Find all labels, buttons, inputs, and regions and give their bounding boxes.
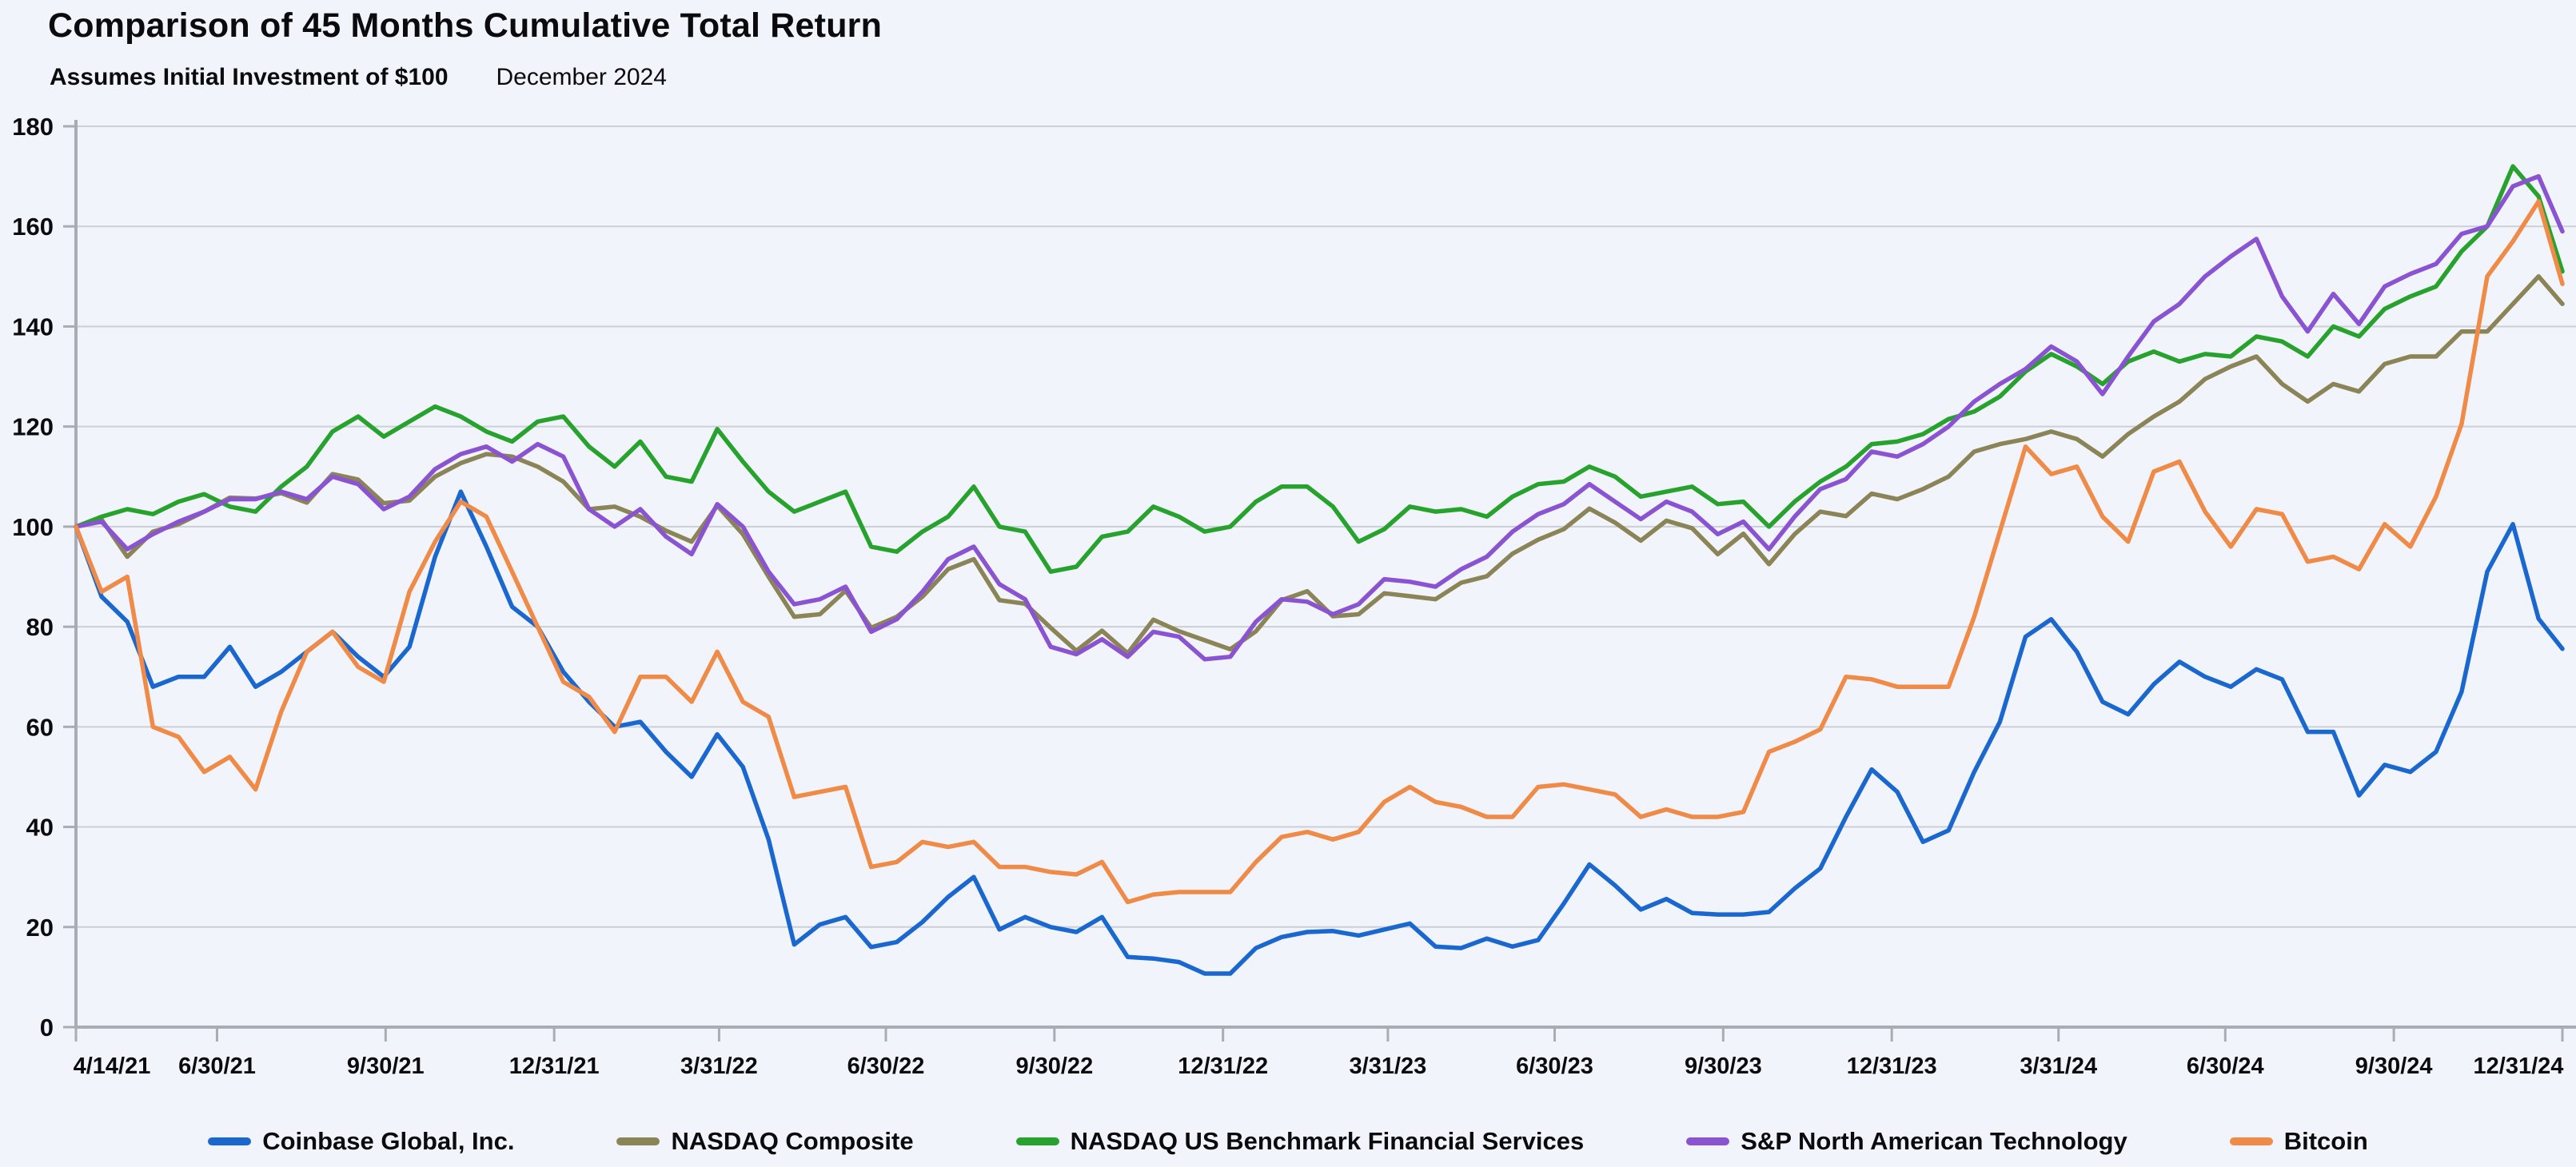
x-tick-label-12/31/21: 12/31/21	[509, 1053, 600, 1079]
chart-subtitle: Assumes Initial Investment of $100 Decem…	[50, 64, 667, 91]
series-line-s-p-north-american-technology	[74, 173, 2565, 662]
y-tick-label-60: 60	[26, 713, 54, 741]
subtitle-date: December 2024	[496, 64, 667, 90]
y-tick-label-20: 20	[26, 914, 54, 942]
x-tick-label-12/31/24: 12/31/24	[2474, 1053, 2564, 1079]
y-tick-label-120: 120	[12, 413, 54, 441]
legend-label: S&P North American Technology	[1741, 1127, 2127, 1155]
sp-technology-line-swatch	[1686, 1137, 1730, 1145]
nasdaq-composite-line-swatch	[616, 1137, 660, 1145]
y-tick-label-180: 180	[12, 113, 54, 141]
y-tick-label-40: 40	[26, 814, 54, 842]
x-tick-label-3/31/24: 3/31/24	[2020, 1053, 2097, 1079]
x-tick-label-3/31/22: 3/31/22	[680, 1053, 758, 1079]
series-line-coinbase-global-inc	[74, 489, 2565, 976]
y-tick-label-100: 100	[12, 513, 54, 541]
x-tick-label-3/31/23: 3/31/23	[1350, 1053, 1427, 1079]
chart-legend: Coinbase Global, Inc. NASDAQ Composite N…	[0, 1121, 2576, 1162]
y-tick-label-0: 0	[40, 1014, 54, 1042]
x-tick-label-9/30/22: 9/30/22	[1015, 1053, 1093, 1079]
legend-item-nasdaq-financial-services: NASDAQ US Benchmark Financial Services	[1015, 1127, 1585, 1156]
legend-label: Bitcoin	[2283, 1127, 2368, 1155]
legend-item-bitcoin: Bitcoin	[2229, 1127, 2368, 1156]
x-tick-label-9/30/21: 9/30/21	[347, 1053, 425, 1079]
legend-item-sp-north-american-technology: S&P North American Technology	[1686, 1127, 2127, 1156]
subtitle-investment-note: Assumes Initial Investment of $100	[50, 64, 449, 90]
y-tick-label-80: 80	[26, 613, 54, 641]
x-tick-label-12/31/22: 12/31/22	[1178, 1053, 1268, 1079]
x-tick-label-6/30/22: 6/30/22	[847, 1053, 925, 1079]
x-tick-label-12/31/23: 12/31/23	[1847, 1053, 1937, 1079]
bitcoin-line-swatch	[2229, 1137, 2273, 1145]
series-line-nasdaq-us-benchmark-financial-services	[74, 164, 2565, 574]
legend-item-nasdaq-composite: NASDAQ Composite	[616, 1127, 914, 1156]
legend-label: Coinbase Global, Inc.	[262, 1127, 515, 1155]
x-tick-label-6/30/23: 6/30/23	[1516, 1053, 1593, 1079]
y-tick-label-160: 160	[12, 213, 54, 241]
page-title: Comparison of 45 Months Cumulative Total…	[48, 6, 883, 45]
legend-label: NASDAQ US Benchmark Financial Services	[1070, 1127, 1585, 1155]
x-tick-label-6/30/21: 6/30/21	[178, 1053, 256, 1079]
coinbase-line-swatch	[208, 1137, 252, 1145]
legend-label: NASDAQ Composite	[671, 1127, 914, 1155]
x-tick-label-9/30/23: 9/30/23	[1685, 1053, 1762, 1079]
nasdaq-financial-services-line-swatch	[1015, 1137, 1059, 1145]
series-line-bitcoin	[74, 199, 2565, 905]
x-tick-label-6/30/24: 6/30/24	[2187, 1053, 2264, 1079]
x-tick-label-9/30/24: 9/30/24	[2355, 1053, 2433, 1079]
legend-item-coinbase: Coinbase Global, Inc.	[208, 1127, 514, 1156]
y-tick-label-140: 140	[12, 313, 54, 341]
series-line-nasdaq-composite	[74, 274, 2565, 656]
x-tick-label-4/14/21: 4/14/21	[74, 1053, 151, 1079]
